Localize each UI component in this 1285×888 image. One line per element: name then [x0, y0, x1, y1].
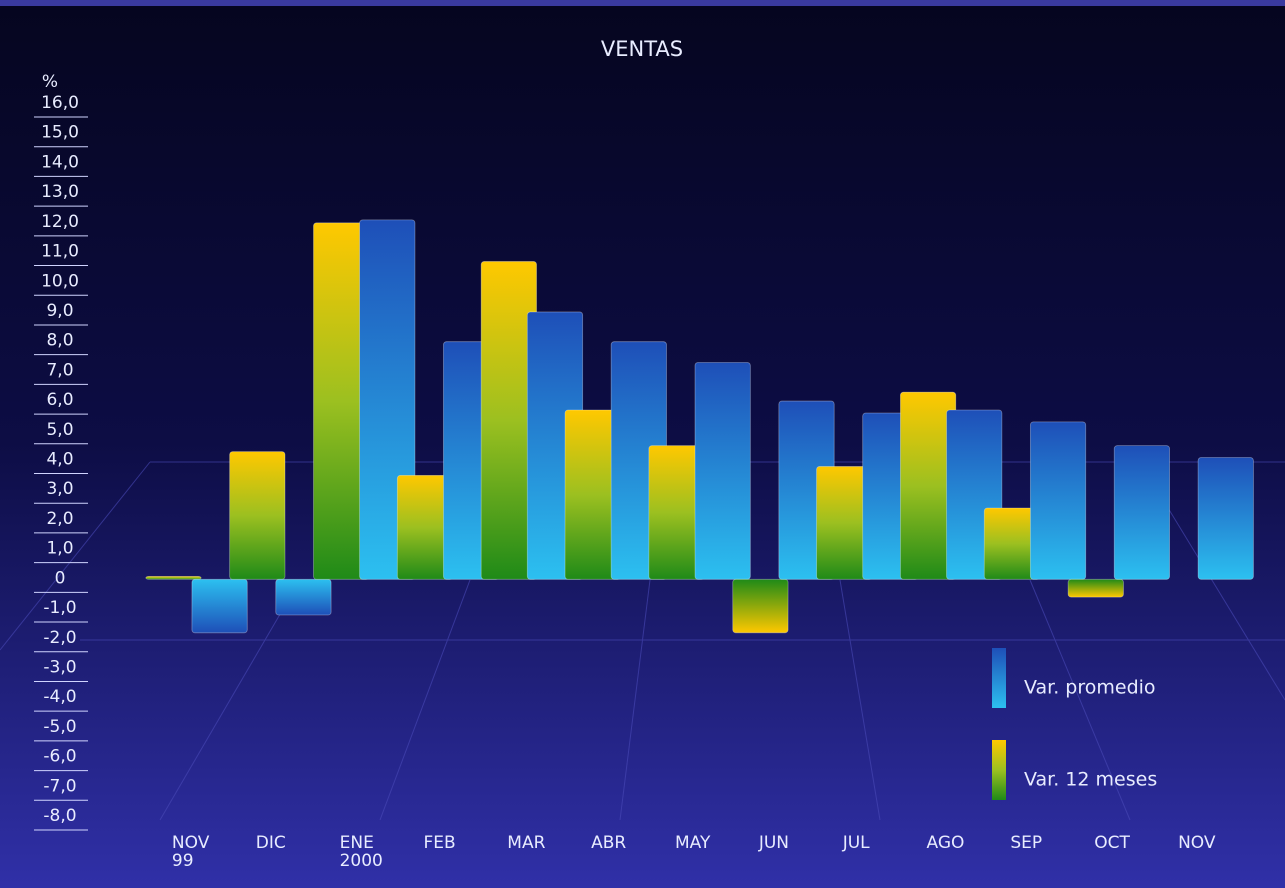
y-tick-label: 6,0 — [46, 390, 73, 410]
x-tick-label: NOV — [1178, 833, 1216, 853]
top-border — [0, 0, 1285, 6]
x-tick-label: MAY — [675, 833, 711, 853]
y-tick-label: -1,0 — [43, 598, 76, 618]
y-tick-label: -3,0 — [43, 657, 76, 677]
y-tick-label: -5,0 — [43, 717, 76, 737]
x-tick-label: ABR — [591, 833, 626, 853]
x-tick-label: JUN — [758, 833, 789, 853]
x-tick-label: FEB — [423, 833, 455, 853]
y-tick-label: -2,0 — [43, 628, 76, 648]
y-tick-label: -8,0 — [43, 806, 76, 826]
y-axis-label: % — [42, 72, 58, 92]
y-tick-label: 4,0 — [46, 450, 73, 470]
y-tick-label: 10,0 — [41, 271, 79, 291]
y-tick-label: 1,0 — [46, 539, 73, 559]
x-tick-label: NOV 99 — [172, 833, 210, 871]
y-tick-label: 0 — [55, 568, 66, 588]
x-tick-label: AGO — [927, 833, 965, 853]
y-tick-label: 15,0 — [41, 123, 79, 143]
bar — [1067, 578, 1124, 598]
bar — [1113, 445, 1170, 580]
x-tick-label: MAR — [507, 833, 545, 853]
y-tick-label: -7,0 — [43, 776, 76, 796]
y-tick-label: 3,0 — [46, 479, 73, 499]
legend-label: Var. promedio — [1024, 677, 1156, 699]
y-tick-label: 7,0 — [46, 360, 73, 380]
x-tick-label: SEP — [1010, 833, 1042, 853]
y-tick-label: 12,0 — [41, 212, 79, 232]
legend-swatch — [992, 648, 1006, 708]
bar — [694, 362, 751, 580]
x-tick-label: JUL — [842, 833, 870, 853]
y-tick-label: 11,0 — [41, 242, 79, 262]
y-tick-label: 14,0 — [41, 152, 79, 172]
bar — [145, 575, 202, 580]
chart-title: VENTAS — [601, 37, 683, 61]
bar — [1197, 457, 1254, 580]
x-tick-label: DIC — [256, 833, 286, 853]
legend-swatch — [992, 740, 1006, 800]
x-tick-label: OCT — [1094, 833, 1130, 853]
y-tick-label: -4,0 — [43, 687, 76, 707]
legend-label: Var. 12 meses — [1024, 769, 1157, 791]
bar — [732, 578, 789, 634]
y-tick-label: -6,0 — [43, 747, 76, 767]
y-tick-label: 8,0 — [46, 331, 73, 351]
bar — [275, 578, 332, 616]
y-tick-label: 2,0 — [46, 509, 73, 529]
y-tick-label: 5,0 — [46, 420, 73, 440]
y-tick-label: 13,0 — [41, 182, 79, 202]
y-tick-label: 9,0 — [46, 301, 73, 321]
bar — [229, 451, 286, 580]
y-tick-label: 16,0 — [41, 93, 79, 113]
x-tick-label: ENE 2000 — [340, 833, 383, 871]
bar — [1029, 421, 1087, 580]
bar — [191, 578, 248, 634]
